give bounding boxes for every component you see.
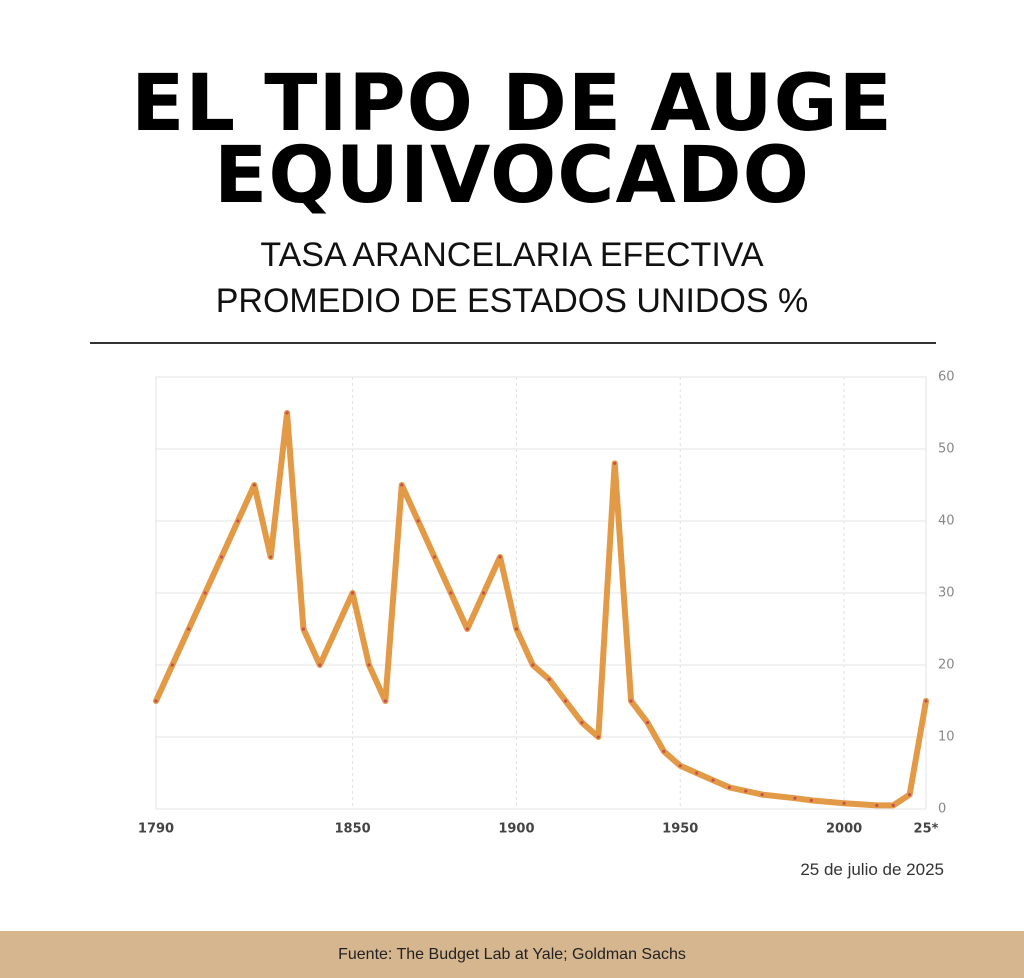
- data-point: [318, 663, 322, 667]
- data-point: [498, 555, 502, 559]
- data-point: [432, 555, 437, 559]
- data-point: [482, 591, 486, 595]
- x-tick-label: 25*: [914, 822, 939, 837]
- data-point: [695, 771, 699, 775]
- data-point: [744, 789, 748, 793]
- data-point: [400, 483, 404, 487]
- data-point: [514, 627, 519, 631]
- x-tick-label: 1790: [138, 822, 174, 837]
- data-point: [875, 803, 879, 807]
- y-tick-label: 30: [938, 586, 955, 601]
- data-point: [613, 461, 617, 465]
- title-line: EQUIVOCADO: [214, 131, 810, 221]
- x-tick-label: 1850: [335, 822, 371, 837]
- data-point: [187, 627, 191, 631]
- data-point: [793, 796, 797, 800]
- data-point: [531, 663, 535, 667]
- y-tick-label: 20: [938, 658, 955, 673]
- data-point: [367, 663, 371, 667]
- data-point: [252, 483, 256, 487]
- subtitle-line: PROMEDIO DE ESTADOS UNIDOS %: [215, 282, 809, 320]
- data-point: [285, 411, 289, 415]
- data-point: [416, 519, 420, 523]
- x-tick-label: 1900: [498, 822, 534, 837]
- subtitle-line: TASA ARANCELARIA EFECTIVA: [260, 236, 764, 274]
- y-tick-label: 50: [938, 442, 955, 457]
- chart: 0 10 20 30 40 50 60 1790 1850 1900 1950 2000 25*: [138, 370, 955, 837]
- data-point: [645, 721, 650, 725]
- data-point: [842, 801, 846, 805]
- data-point: [154, 699, 158, 703]
- data-point: [809, 798, 813, 802]
- series-line: [153, 410, 929, 809]
- data-point: [891, 803, 895, 807]
- data-point: [269, 555, 273, 559]
- date-note: 25 de julio de 2025: [800, 860, 944, 879]
- data-point: [711, 778, 715, 782]
- data-point: [219, 555, 224, 559]
- y-tick-label: 0: [938, 802, 946, 817]
- data-point: [465, 627, 469, 631]
- data-point: [563, 699, 568, 703]
- data-point: [449, 591, 453, 595]
- data-point: [662, 749, 666, 753]
- data-point: [678, 764, 682, 768]
- data-point: [596, 735, 600, 739]
- data-point: [547, 677, 551, 681]
- data-point: [236, 519, 240, 523]
- data-point: [203, 591, 207, 595]
- data-point: [908, 793, 912, 797]
- y-tick-label: 40: [938, 514, 955, 529]
- x-tick-label: 2000: [826, 822, 862, 837]
- data-point: [170, 663, 174, 667]
- data-point: [301, 627, 306, 631]
- data-point: [727, 785, 732, 789]
- title-line: EL TIPO DE AUGE: [131, 59, 893, 149]
- data-point: [924, 699, 928, 703]
- data-point: [383, 699, 387, 703]
- data-point: [760, 793, 764, 797]
- divider: [90, 342, 936, 344]
- data-point: [580, 721, 584, 725]
- data-point: [629, 699, 633, 703]
- data-point: [350, 591, 355, 595]
- x-tick-label: 1950: [662, 822, 698, 837]
- source-bar: Fuente: The Budget Lab at Yale; Goldman …: [0, 931, 1024, 978]
- y-tick-label: 60: [938, 370, 955, 385]
- y-tick-label: 10: [938, 730, 955, 745]
